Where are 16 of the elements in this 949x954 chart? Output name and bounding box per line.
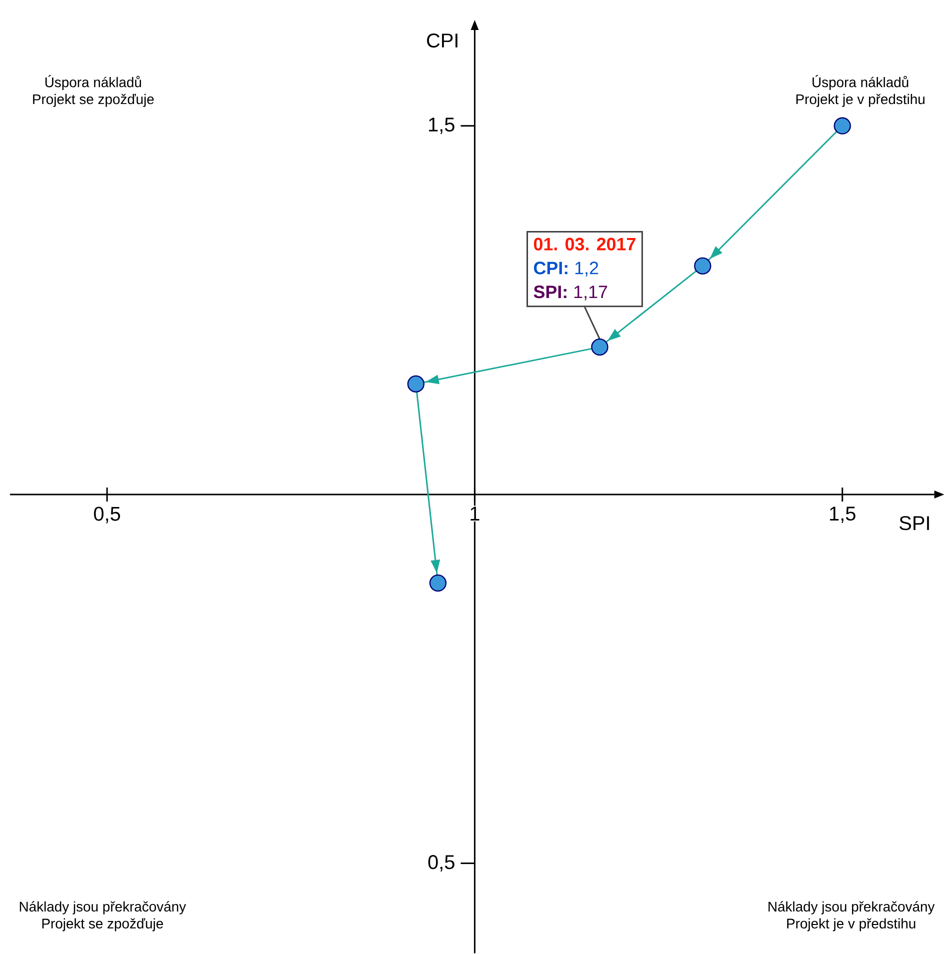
annotation: SPI: 1,17: [534, 286, 607, 300]
annotation: Úspora nákladů: [812, 75, 908, 90]
annotation: 01. 03. 2017: [534, 238, 636, 250]
x-axis-title: SPI: [899, 516, 929, 530]
x-tick-label: 1: [470, 506, 480, 520]
annotation: Projekt se zpožďuje: [32, 94, 154, 107]
annotation: Náklady jsou překračovány: [20, 901, 186, 914]
x-tick-label: 1,5: [830, 506, 856, 523]
annotation: Úspora nákladů: [45, 75, 141, 90]
y-axis-title: CPI: [426, 33, 458, 48]
annotation: Projekt se zpožďuje: [42, 918, 163, 932]
annotation: Projekt je v předstihu: [787, 918, 916, 932]
x-tick-label: 0,5: [94, 506, 120, 524]
annotation: Náklady jsou překračovány: [768, 901, 935, 914]
annotation: Projekt je v předstihu: [796, 94, 924, 107]
annotation: CPI: 1,2: [534, 262, 598, 276]
